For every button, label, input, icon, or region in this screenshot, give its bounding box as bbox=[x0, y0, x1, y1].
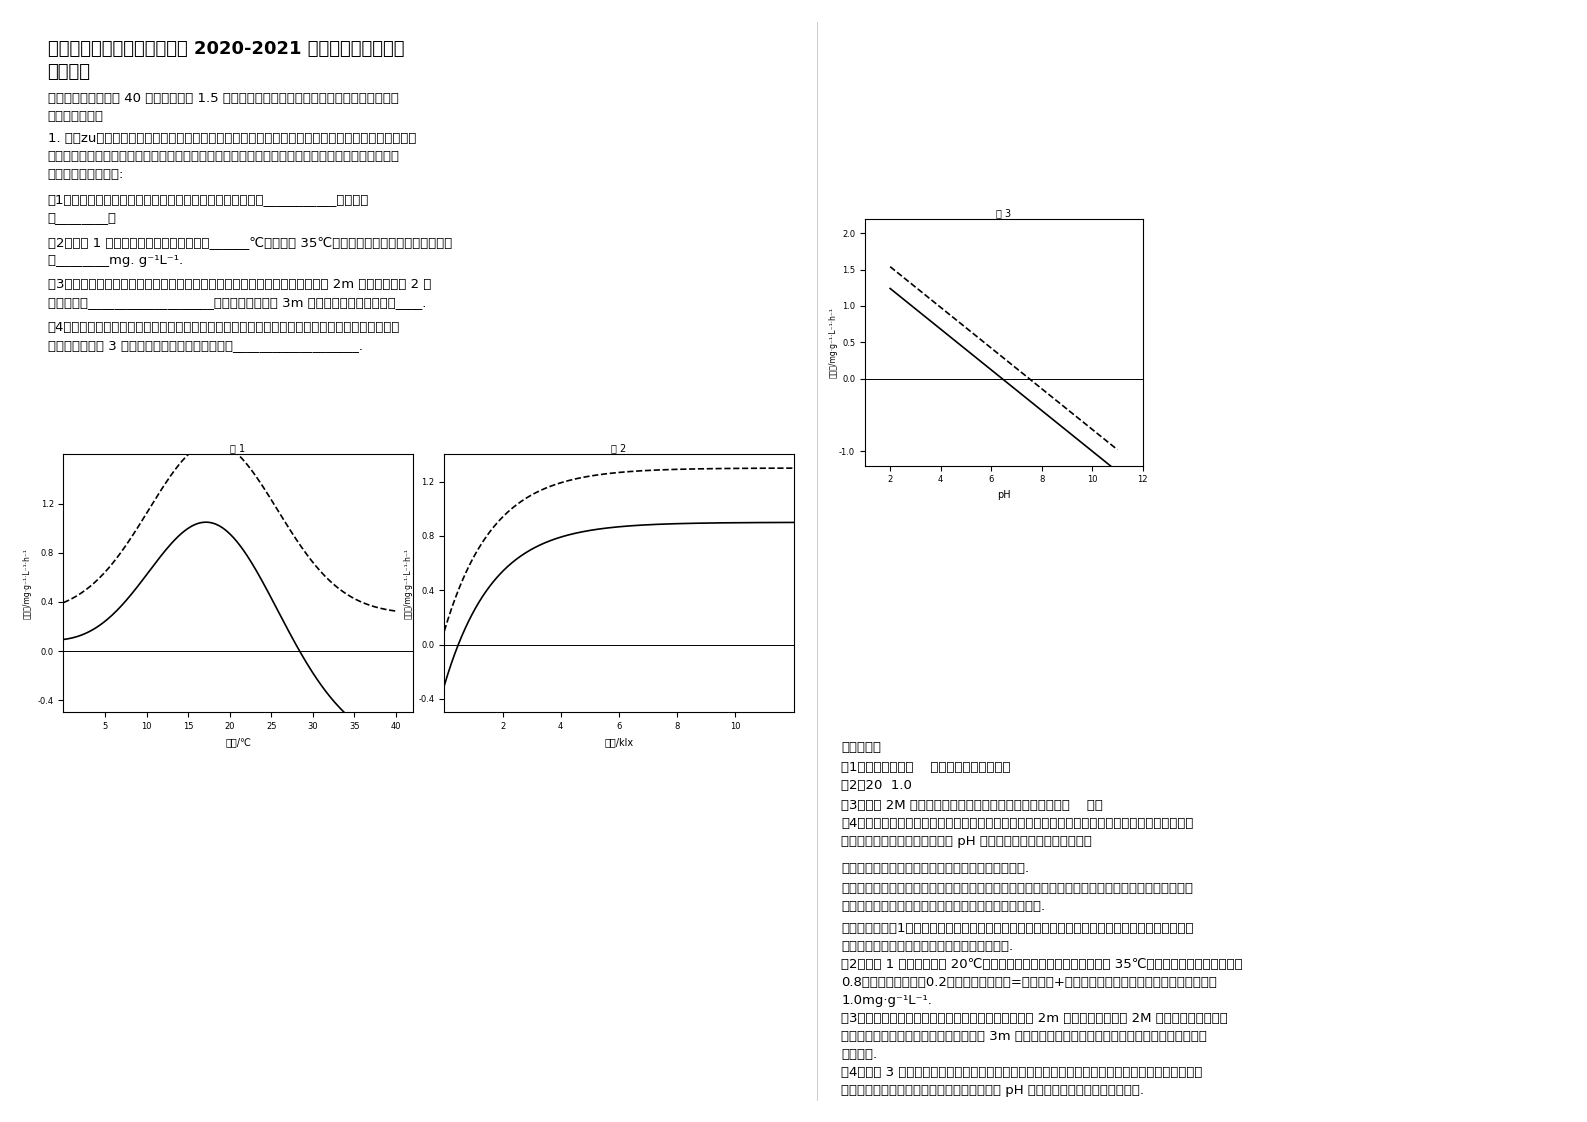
Text: 为________mg. g⁻¹L⁻¹.: 为________mg. g⁻¹L⁻¹. bbox=[48, 254, 183, 267]
Title: 图 3: 图 3 bbox=[997, 208, 1011, 218]
Text: 成水中二氧化碳浓度升高，局部 pH 明显升高，使茳草光合速率降低: 成水中二氧化碳浓度升高，局部 pH 明显升高，使茳草光合速率降低 bbox=[841, 835, 1092, 848]
Text: 参考答案：: 参考答案： bbox=[841, 741, 881, 754]
X-axis label: 光强/klx: 光强/klx bbox=[605, 737, 633, 747]
Title: 图 1: 图 1 bbox=[230, 443, 246, 453]
Text: 作用的环境因素等知识，认真分析各个问题即可正确作答.: 作用的环境因素等知识，认真分析各个问题即可正确作答. bbox=[841, 900, 1046, 913]
Text: （3）通过研究，科研人员建议在实际生产中应通过调节水量使茳草生长于水深 2m 左右，结合图 2 分: （3）通过研究，科研人员建议在实际生产中应通过调节水量使茳草生长于水深 2m 左… bbox=[48, 278, 432, 292]
Text: 【解答】解：（1）光合作用的色素主要有叶绿素和类胡萝卜素，叶绿素主要分布在叶绿体类囊体薄: 【解答】解：（1）光合作用的色素主要有叶绿素和类胡萝卜素，叶绿素主要分布在叶绿体… bbox=[841, 922, 1193, 936]
Text: （3）在实际生产中应通过调节水量使茳草生长于水深 2m 左右的原因是水深 2M 处，光照强度适宜，: （3）在实际生产中应通过调节水量使茳草生长于水深 2m 左右的原因是水深 2M … bbox=[841, 1012, 1228, 1026]
Text: 【分析】本题主要考查光合作用及影响光合作用的环境因素等知识，回顾和梳理光合作用及影响光合: 【分析】本题主要考查光合作用及影响光合作用的环境因素等知识，回顾和梳理光合作用及… bbox=[841, 882, 1193, 895]
Text: 河南省濮阳市侯庙乡侯庙中学 2020-2021 学年高三生物期末试: 河南省濮阳市侯庙乡侯庙中学 2020-2021 学年高三生物期末试 bbox=[48, 40, 405, 58]
Y-axis label: 产氧量/mg·g⁻¹·L⁻¹·h⁻¹: 产氧量/mg·g⁻¹·L⁻¹·h⁻¹ bbox=[24, 548, 32, 619]
X-axis label: pH: pH bbox=[997, 490, 1011, 500]
Text: 题目要求的。）: 题目要求的。） bbox=[48, 110, 103, 123]
Text: 合速率）。分析回答:: 合速率）。分析回答: bbox=[48, 168, 124, 182]
Text: 是________。: 是________。 bbox=[48, 211, 116, 224]
Title: 图 2: 图 2 bbox=[611, 443, 627, 453]
Text: 膜上，叶绿素具有相似、传递和转化光能的作用.: 膜上，叶绿素具有相似、传递和转化光能的作用. bbox=[841, 940, 1013, 954]
X-axis label: 温度/℃: 温度/℃ bbox=[225, 737, 251, 747]
Text: 至衰亡，结合图 3 分析，出现这一现象原因可能是___________________.: 至衰亡，结合图 3 分析，出现这一现象原因可能是________________… bbox=[48, 339, 362, 352]
Text: 1.0mg·g⁻¹L⁻¹.: 1.0mg·g⁻¹L⁻¹. bbox=[841, 994, 932, 1008]
Text: （4）茳草生长旺盛时，水中大量的氧气被呼吸作用利用，同时水流不畅，氧气得不到及时补充，造: （4）茳草生长旺盛时，水中大量的氧气被呼吸作用利用，同时水流不畅，氧气得不到及时… bbox=[841, 817, 1193, 830]
Text: 及时补充，造成水中二氧化碳浓度升高，局部 pH 明显升高，使茳草光合速率降低.: 及时补充，造成水中二氧化碳浓度升高，局部 pH 明显升高，使茳草光合速率降低. bbox=[841, 1084, 1144, 1097]
Text: （1）类囊体薄膜上    吸收、传递和转化光能: （1）类囊体薄膜上 吸收、传递和转化光能 bbox=[841, 761, 1011, 774]
Text: 0.8，净光合速率为﹣0.2，真正的光合速率=呼吸速率+净光合速率，所以每小时呼吸作用耗氧量约: 0.8，净光合速率为﹣0.2，真正的光合速率=呼吸速率+净光合速率，所以每小时呼… bbox=[841, 976, 1217, 990]
Text: （2）读图 1 分析，茳草在 20℃左右净光合速率达到最高，图中，在 35℃时，茳草真正的光合速率为: （2）读图 1 分析，茳草在 20℃左右净光合速率达到最高，图中，在 35℃时，… bbox=[841, 958, 1243, 972]
Text: 卷含解析: 卷含解析 bbox=[48, 63, 90, 81]
Y-axis label: 产氧量/mg·g⁻¹·L⁻¹·h⁻¹: 产氧量/mg·g⁻¹·L⁻¹·h⁻¹ bbox=[828, 306, 838, 378]
Text: 茳草净光合速率接近最高。将水深增加到 3m 以上，温度降低，溶氧量也降低，导致茳草的呼吸速率: 茳草净光合速率接近最高。将水深增加到 3m 以上，温度降低，溶氧量也降低，导致茳… bbox=[841, 1030, 1208, 1043]
Text: （1）茳草叶肉细胞中含较多叶绿素，叶绿素分布在叶绿体的___________，其作用: （1）茳草叶肉细胞中含较多叶绿素，叶绿素分布在叶绿体的___________，其… bbox=[48, 193, 370, 206]
Text: （4）在实际生产过程中，由于水体流动不畅，生长旺盛的茳草有时突然光合作用能力明显降低，甚: （4）在实际生产过程中，由于水体流动不畅，生长旺盛的茳草有时突然光合作用能力明显… bbox=[48, 321, 400, 334]
Text: 一、选择题（本题共 40 小题，每小题 1.5 分。在每小题给出的四个选项中，只有一项是符合: 一、选择题（本题共 40 小题，每小题 1.5 分。在每小题给出的四个选项中，只… bbox=[48, 92, 398, 105]
Text: （4）据图 3 分析，茳草生长旺盛时，水中大量的氧气被呼吸作用利用，同时水流不畅，氧气得不到: （4）据图 3 分析，茳草生长旺盛时，水中大量的氧气被呼吸作用利用，同时水流不畅… bbox=[841, 1066, 1203, 1079]
Y-axis label: 产氧量/mg·g⁻¹·L⁻¹·h⁻¹: 产氧量/mg·g⁻¹·L⁻¹·h⁻¹ bbox=[405, 548, 413, 619]
Text: （2）20  1.0: （2）20 1.0 bbox=[841, 779, 913, 792]
Text: 析其依据是___________________，若将水深增加到 3m 以上，茳草的呼吸速率将____.: 析其依据是___________________，若将水深增加到 3m 以上，茳… bbox=[48, 296, 425, 310]
Text: 1. 茳（zu）草是一种沉水植物，是草食性鱼类的良好天然饲料。为了能充分利用和开发茳草资源，科: 1. 茳（zu）草是一种沉水植物，是草食性鱼类的良好天然饲料。为了能充分利用和开… bbox=[48, 132, 416, 146]
Text: 将会降低.: 将会降低. bbox=[841, 1048, 878, 1061]
Text: （2）由图 1 可知，茳草生长的最适温度在______℃左右；在 35℃时，茳草每小时呼吸作用耗氧量约: （2）由图 1 可知，茳草生长的最适温度在______℃左右；在 35℃时，茳草… bbox=[48, 236, 452, 249]
Text: （3）水深 2M 处，光照强度适宜，茳草净光合速率接近最高    降低: （3）水深 2M 处，光照强度适宜，茳草净光合速率接近最高 降低 bbox=[841, 799, 1103, 812]
Text: 【考点】光反应、暗反应过程的能量变化和物质变化.: 【考点】光反应、暗反应过程的能量变化和物质变化. bbox=[841, 862, 1030, 875]
Text: 研人员研究了不同因素对茳草光合作用的影响，结果如图（图中实线表示净光合速率，虚线表示真光: 研人员研究了不同因素对茳草光合作用的影响，结果如图（图中实线表示净光合速率，虚线… bbox=[48, 150, 400, 164]
